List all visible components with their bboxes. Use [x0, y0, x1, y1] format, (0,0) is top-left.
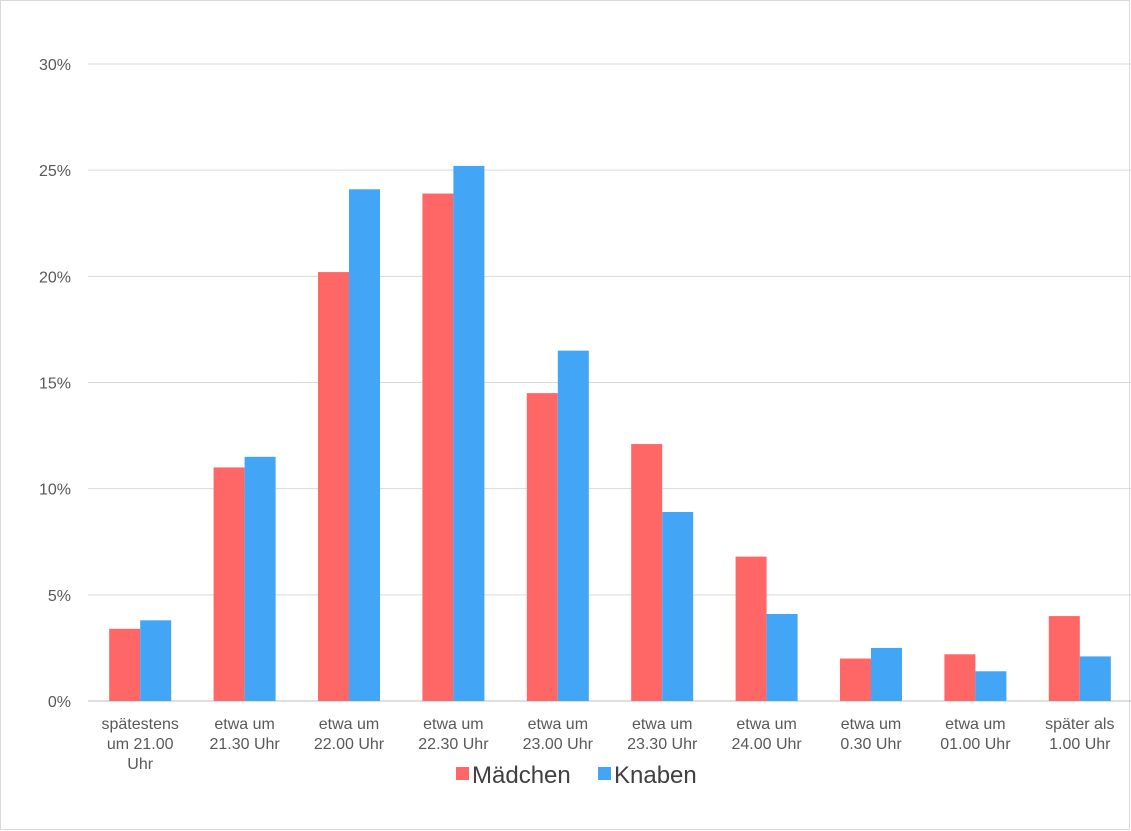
y-tick-label: 5% — [48, 588, 71, 605]
bar-m-dchen — [318, 272, 349, 701]
legend-label-knaben: Knaben — [614, 762, 697, 789]
bar-m-dchen — [1048, 616, 1080, 701]
legend: Mädchen Knaben — [456, 762, 697, 789]
bar-m-dchen — [944, 654, 976, 701]
y-tick-label: 25% — [39, 163, 71, 180]
x-category-label: etwa um 0.30 Uhr — [840, 716, 902, 753]
x-category-label: etwa um 21.30 Uhr — [209, 716, 280, 753]
y-axis: 0% 5% 10% 15% 20% 25% 30% — [39, 57, 71, 711]
bar-m-dchen — [109, 628, 141, 701]
bar-knaben — [244, 456, 276, 701]
bar-knaben — [871, 647, 902, 701]
x-category-label: etwa um 22.00 Uhr — [314, 716, 385, 753]
y-tick-label: 30% — [39, 57, 71, 74]
bar-m-dchen — [213, 467, 245, 701]
bar-knaben — [975, 671, 1007, 701]
y-tick-label: 10% — [39, 482, 71, 499]
bar-m-dchen — [840, 658, 871, 701]
legend-swatch-m-dchen — [456, 767, 469, 780]
bar-knaben — [140, 620, 172, 701]
y-tick-label: 15% — [39, 376, 71, 393]
bar-m-dchen — [631, 444, 663, 701]
y-tick-label: 20% — [39, 269, 71, 286]
legend-swatch-knaben — [598, 767, 611, 780]
legend-label-m-dchen: Mädchen — [472, 762, 571, 789]
bar-knaben — [662, 512, 694, 701]
bar-knaben — [349, 189, 380, 701]
bar-knaben — [766, 613, 798, 701]
x-axis: spätestens um 21.00 Uhr etwa um 21.30 Uhr etw… — [102, 716, 1115, 773]
bar-knaben — [557, 350, 589, 701]
bar-knaben — [453, 165, 485, 702]
x-category-label: etwa um 01.00 Uhr — [940, 716, 1011, 753]
x-category-label: etwa um 22.30 Uhr — [418, 716, 489, 753]
x-category-label: spätestens um 21.00 Uhr — [102, 716, 179, 773]
y-tick-label: 0% — [48, 694, 71, 711]
x-category-label: etwa um 24.00 Uhr — [731, 716, 802, 753]
x-category-label: etwa um 23.00 Uhr — [523, 716, 594, 753]
bar-knaben — [1079, 656, 1111, 701]
bar-m-dchen — [422, 193, 454, 702]
bar-m-dchen — [526, 393, 558, 701]
bars — [109, 165, 1111, 702]
x-category-label: später als 1.00 Uhr — [1045, 716, 1114, 753]
x-category-label: etwa um 23.30 Uhr — [627, 716, 698, 753]
bar-m-dchen — [735, 556, 767, 701]
